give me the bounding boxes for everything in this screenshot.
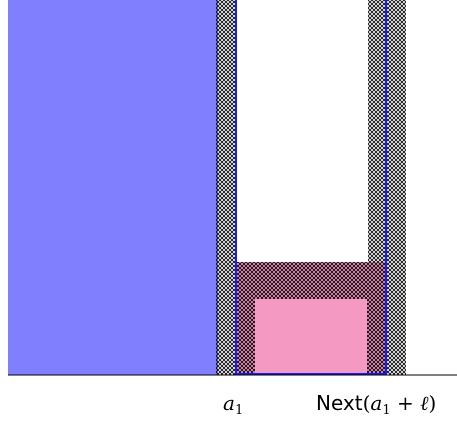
pink-inner-square — [255, 299, 367, 375]
left-hatched-column — [216, 0, 236, 375]
label-next-close: ) — [428, 391, 436, 415]
label-next-ell: ℓ — [420, 391, 429, 415]
label-next-arg-base: a — [370, 391, 382, 415]
label-next-open: ( — [363, 391, 371, 415]
label-a1: a1 — [223, 391, 243, 418]
label-a1-sub: 1 — [235, 403, 243, 418]
label-next: Next(a1 + ℓ) — [316, 391, 436, 418]
blue-region — [8, 0, 218, 375]
label-next-arg-sub: 1 — [382, 403, 390, 418]
label-next-func: Next — [316, 391, 363, 415]
label-a1-base: a — [223, 391, 235, 415]
label-next-plus: + — [391, 391, 420, 415]
